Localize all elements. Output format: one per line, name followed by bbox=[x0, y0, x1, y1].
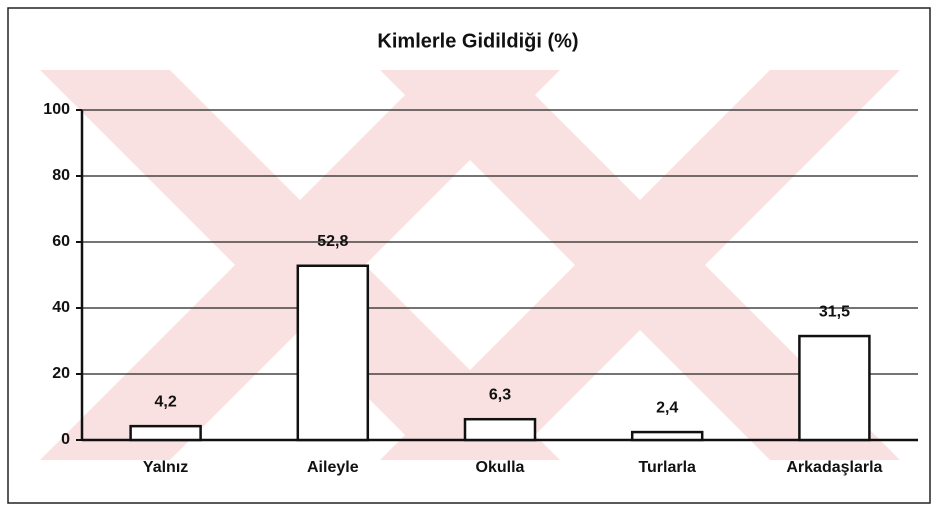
y-tick-label: 80 bbox=[52, 167, 70, 184]
x-tick-label: Okulla bbox=[476, 459, 525, 476]
y-tick-label: 0 bbox=[61, 431, 70, 448]
chart-title: Kimlerle Gidildiği (%) bbox=[377, 30, 578, 52]
chart-border bbox=[7, 7, 931, 504]
x-tick-label: Yalnız bbox=[143, 459, 188, 476]
data-label: 31,5 bbox=[819, 303, 850, 320]
y-tick-label: 60 bbox=[52, 233, 70, 250]
bar bbox=[296, 264, 370, 442]
y-tick-label: 40 bbox=[52, 299, 70, 316]
bar bbox=[798, 334, 871, 442]
x-tick-label: Turlarla bbox=[638, 459, 696, 476]
data-label: 52,8 bbox=[317, 233, 348, 250]
data-label: 4,2 bbox=[154, 393, 176, 410]
data-label: 2,4 bbox=[656, 399, 678, 416]
x-tick-label: Arkadaşlarla bbox=[786, 459, 882, 476]
x-tick-label: Aileyle bbox=[307, 459, 359, 476]
y-tick-label: 20 bbox=[52, 365, 70, 382]
bar bbox=[630, 430, 704, 442]
bar bbox=[129, 424, 202, 442]
data-label: 6,3 bbox=[489, 386, 511, 403]
bar bbox=[463, 417, 537, 442]
y-tick-label: 100 bbox=[43, 101, 70, 118]
